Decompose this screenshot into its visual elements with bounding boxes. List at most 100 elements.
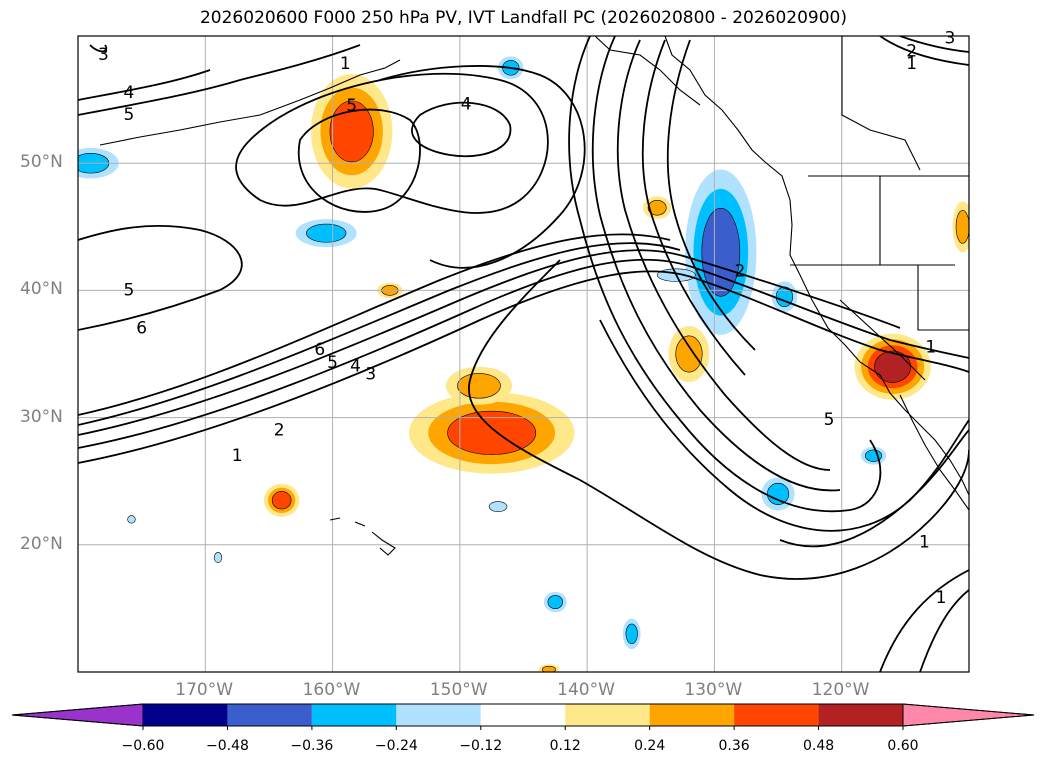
pv-contour-se-1 bbox=[879, 569, 969, 672]
contour-label: 5 bbox=[124, 105, 135, 125]
aleutian-negative-level-1 bbox=[306, 223, 347, 243]
us-state-border-2 bbox=[879, 176, 969, 331]
gulf-alaska-positive-level-2 bbox=[329, 100, 374, 163]
contour-label: 5 bbox=[124, 280, 135, 300]
longitude-tick-label: 170°W bbox=[175, 680, 234, 700]
contour-label: 5 bbox=[824, 410, 835, 430]
colorbar-extend-low bbox=[11, 703, 144, 727]
colorbar-tick-label: 0.24 bbox=[634, 738, 666, 754]
pv-contour-6 bbox=[78, 225, 243, 331]
pv-contour-2 bbox=[78, 258, 969, 449]
pv-contour-southern-2 bbox=[599, 319, 969, 532]
pv-contour-3 bbox=[78, 249, 901, 436]
colorbar-segment bbox=[818, 704, 903, 726]
colorbar-tick-label: −0.12 bbox=[459, 738, 503, 754]
pv-contour-bend bbox=[379, 65, 586, 269]
contour-label: 1 bbox=[340, 54, 351, 74]
mid-negative-level-0 bbox=[488, 501, 508, 513]
anomaly-fill-layer bbox=[78, 56, 969, 672]
pv-contour-ne bbox=[879, 36, 969, 66]
pv-contour-4 bbox=[78, 242, 681, 426]
hawaii-west-negative-level-0 bbox=[127, 515, 136, 524]
gridlines bbox=[78, 36, 969, 672]
contour-label: 1 bbox=[925, 338, 936, 358]
north-america-coast bbox=[664, 36, 969, 496]
contour-label: 6 bbox=[314, 340, 325, 360]
pv-contour-layer bbox=[78, 36, 969, 672]
bc-interior-border bbox=[841, 36, 921, 171]
aleutian-chain bbox=[99, 59, 401, 146]
colorbar-tick-label: −0.36 bbox=[290, 738, 334, 754]
offshore-positive-level-1 bbox=[675, 335, 703, 373]
colorbar-segment bbox=[734, 704, 819, 726]
colorbar-tick-label: −0.60 bbox=[121, 738, 165, 754]
contour-label: 5 bbox=[346, 96, 357, 116]
contour-label: 3 bbox=[365, 364, 376, 384]
gulf-small-positive-level-1 bbox=[647, 199, 667, 216]
contour-label: 1 bbox=[936, 588, 947, 608]
pv-contour-inner-loop bbox=[411, 101, 512, 158]
colorbar-tick-label: −0.24 bbox=[374, 738, 418, 754]
pv-contour-nw-2 bbox=[78, 69, 211, 101]
south-edge-positive-level-1 bbox=[542, 665, 556, 672]
pv-contour-trough-5 bbox=[666, 39, 756, 351]
map-title: 2026020600 F000 250 hPa PV, IVT Landfall… bbox=[199, 8, 847, 28]
colorbar-tick-label: 0.48 bbox=[802, 738, 835, 754]
latitude-tick-label: 20°N bbox=[20, 533, 63, 554]
pv-contour-trough-3 bbox=[616, 39, 831, 471]
contour-label: 3 bbox=[98, 45, 109, 65]
pv-contour-nw-1 bbox=[78, 44, 361, 116]
contour-label: 2 bbox=[274, 420, 285, 440]
west-pacific-positive-level-2 bbox=[271, 491, 292, 510]
hawaii-islands bbox=[329, 517, 396, 556]
subtropical-negative-level-1 bbox=[767, 482, 790, 505]
longitude-tick-label: 130°W bbox=[684, 680, 743, 700]
alaska-coast bbox=[594, 36, 701, 106]
colorbar-segment bbox=[396, 704, 481, 726]
colorbar-segment bbox=[565, 704, 650, 726]
colorbar-segment bbox=[227, 704, 312, 726]
coastline-layer bbox=[99, 36, 969, 556]
colorbar-segment bbox=[143, 704, 228, 726]
latitude-tick-label: 50°N bbox=[20, 152, 63, 173]
colorbar-tick-label: −0.48 bbox=[205, 738, 249, 754]
pv-contour-5 bbox=[78, 233, 671, 416]
colorbar-tick-label: 0.60 bbox=[887, 738, 919, 754]
island-negative-level-0 bbox=[213, 552, 223, 563]
pv-contour-big-loop bbox=[235, 72, 549, 214]
contour-label: 4 bbox=[461, 95, 472, 115]
colorbar bbox=[11, 703, 1035, 730]
longitude-tick-label: 140°W bbox=[557, 680, 615, 700]
latitude-tick-label: 40°N bbox=[20, 279, 63, 300]
pv-contour-alaska-loop bbox=[297, 108, 421, 213]
colorbar-segment bbox=[480, 704, 566, 726]
map-frame bbox=[77, 35, 970, 673]
longitude-tick-label: 120°W bbox=[811, 680, 870, 700]
contour-label: 1 bbox=[919, 532, 930, 552]
colorbar-extend-high bbox=[902, 703, 1035, 727]
latitude-tick-label: 30°N bbox=[20, 406, 63, 427]
colorbar-tick-label: 0.36 bbox=[718, 738, 750, 754]
central-pacific-north-positive-level-1 bbox=[457, 373, 501, 399]
pv-contour-1 bbox=[78, 270, 969, 464]
colorbar-segment bbox=[311, 704, 397, 726]
pv-contour-ne-2 bbox=[899, 36, 969, 53]
baja-coast bbox=[899, 394, 969, 511]
pv-contour-trough-4 bbox=[641, 39, 746, 376]
contour-label: 6 bbox=[136, 319, 147, 339]
contour-label: 3 bbox=[944, 29, 955, 49]
idaho-positive-level-1 bbox=[955, 209, 969, 244]
contour-label: 2 bbox=[906, 41, 917, 61]
contour-label: 1 bbox=[906, 54, 917, 74]
pv-contour-trough-2 bbox=[591, 36, 841, 492]
pv-contour-southern-3 bbox=[779, 429, 969, 548]
socal-positive-level-3 bbox=[874, 350, 912, 383]
pv-contour-trough-1 bbox=[568, 36, 882, 513]
contour-label: 5 bbox=[327, 353, 338, 373]
south-negative-2-level-1 bbox=[625, 623, 638, 645]
contour-label: 1 bbox=[232, 446, 243, 466]
contour-label: 4 bbox=[350, 357, 361, 377]
contour-label: 4 bbox=[124, 83, 135, 103]
